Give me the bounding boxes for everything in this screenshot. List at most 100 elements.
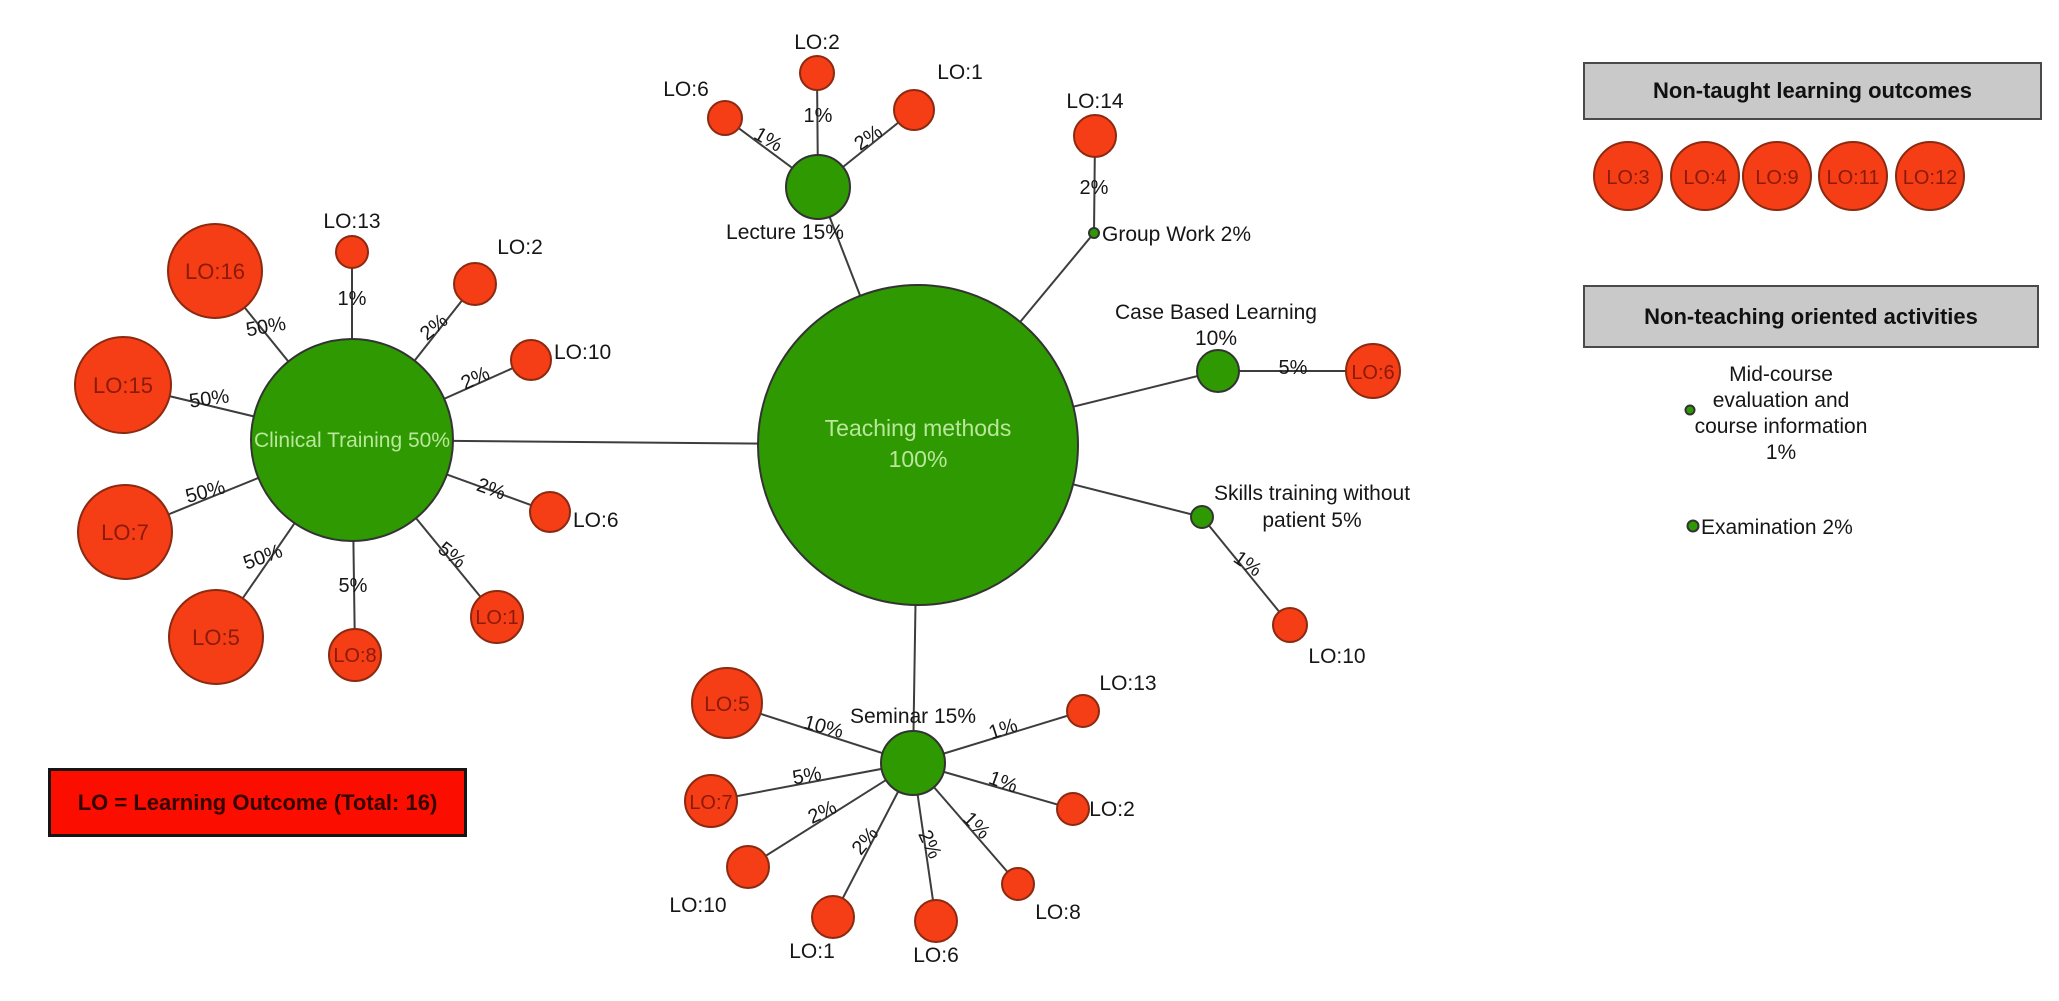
node-groupwork-circle <box>1088 227 1100 239</box>
node-se5-circle <box>691 667 763 739</box>
node-c8-circle <box>328 628 382 682</box>
label-midcourse-line3: 1% <box>1766 441 1796 464</box>
label-seminar: Seminar 15% <box>850 705 976 728</box>
node-c2-circle <box>453 262 497 306</box>
label-exam: Examination 2% <box>1701 516 1853 539</box>
label-se13: LO:13 <box>1099 672 1156 695</box>
label-c8: LO:8 <box>333 645 376 667</box>
edge-label-lecture-l2: 1% <box>804 105 833 127</box>
edge-label-groupwork-g14: 2% <box>1080 177 1109 199</box>
label-se1: LO:1 <box>789 940 835 963</box>
node-lo3-circle <box>1593 141 1663 211</box>
edge-label-clinical-c13: 1% <box>338 288 367 310</box>
label-casebased-line0: Case Based Learning <box>1115 301 1317 324</box>
node-casebased-circle <box>1196 349 1240 393</box>
label-se8: LO:8 <box>1035 901 1081 924</box>
label-se7: LO:7 <box>689 792 732 814</box>
edge-label-clinical-c2: 2% <box>416 310 452 346</box>
label-c10: LO:10 <box>554 341 611 364</box>
node-se1-circle <box>811 895 855 939</box>
label-lo4: LO:4 <box>1683 167 1726 189</box>
label-c16: LO:16 <box>185 259 245 284</box>
edge-label-seminar-se10: 2% <box>805 796 841 828</box>
node-se10-circle <box>726 845 770 889</box>
edge-label-lecture-l6: 1% <box>750 123 786 157</box>
node-l2-circle <box>799 55 835 91</box>
edge-label-seminar-se7: 5% <box>791 763 824 790</box>
node-cb6-circle <box>1345 343 1401 399</box>
node-c10-circle <box>510 339 552 381</box>
label-lecture: Lecture 15% <box>726 221 844 244</box>
node-lo12-circle <box>1895 141 1965 211</box>
label-groupwork: Group Work 2% <box>1102 223 1251 246</box>
label-cb6: LO:6 <box>1351 362 1394 384</box>
label-c15: LO:15 <box>93 373 153 398</box>
edge-label-clinical-c6: 2% <box>474 474 509 505</box>
label-skills-line0: Skills training without <box>1214 482 1410 505</box>
edge-label-clinical-c1: 5% <box>434 538 470 573</box>
node-c16-circle <box>167 223 263 319</box>
label-lo12: LO:12 <box>1903 167 1957 189</box>
label-se5: LO:5 <box>704 693 750 716</box>
label-lo9: LO:9 <box>1755 167 1798 189</box>
label-skills-line1: patient 5% <box>1262 509 1361 532</box>
node-s10-circle <box>1272 607 1308 643</box>
node-midcourse-circle <box>1684 404 1696 416</box>
edge-label-skills-s10: 1% <box>1229 547 1265 582</box>
label-lo11: LO:11 <box>1827 167 1880 189</box>
edge-label-casebased-cb6: 5% <box>1279 357 1308 379</box>
node-seminar-circle <box>880 730 946 796</box>
node-lo4-circle <box>1670 141 1740 211</box>
node-c13-circle <box>335 235 369 269</box>
label-c5: LO:5 <box>192 625 240 650</box>
edge-label-seminar-se8: 1% <box>958 808 994 844</box>
edge-label-seminar-se13: 1% <box>986 714 1020 744</box>
edge-label-clinical-c16: 50% <box>244 313 287 342</box>
label-c2: LO:2 <box>497 236 543 259</box>
label-s10: LO:10 <box>1308 645 1365 668</box>
edge-label-seminar-se1: 2% <box>848 823 884 859</box>
label-casebased-line1: 10% <box>1195 327 1237 350</box>
label-se2: LO:2 <box>1089 798 1135 821</box>
node-teaching-circle <box>757 284 1079 606</box>
node-exam-circle <box>1686 519 1700 533</box>
non-taught-panel-title: Non-taught learning outcomes <box>1653 78 1972 103</box>
node-lecture-circle <box>785 154 851 220</box>
node-c15-circle <box>74 336 172 434</box>
edge-label-seminar-se5: 10% <box>801 711 846 743</box>
non-teaching-panel-header: Non-teaching oriented activities <box>1583 285 2039 348</box>
lo-legend-box: LO = Learning Outcome (Total: 16) <box>48 768 467 837</box>
label-teaching-line0: Teaching methods <box>825 415 1012 441</box>
label-l2: LO:2 <box>794 31 840 54</box>
label-clinical: Clinical Training 50% <box>254 429 450 452</box>
label-lo3: LO:3 <box>1606 167 1649 189</box>
non-taught-panel-header: Non-taught learning outcomes <box>1583 62 2042 120</box>
node-l6-circle <box>707 100 743 136</box>
label-teaching-line1: 100% <box>889 446 948 472</box>
edge-seminar-se7 <box>710 762 914 802</box>
edge-label-clinical-c7: 50% <box>183 476 228 508</box>
node-c6-circle <box>529 491 571 533</box>
edge-label-seminar-se6: 2% <box>913 827 945 863</box>
label-se10: LO:10 <box>669 894 726 917</box>
node-l1-circle <box>893 89 935 131</box>
label-midcourse-line1: evaluation and <box>1713 389 1850 412</box>
node-se13-circle <box>1066 694 1100 728</box>
edge-label-clinical-c8: 5% <box>339 575 368 597</box>
node-clinical-circle <box>250 338 454 542</box>
node-lo9-circle <box>1742 141 1812 211</box>
label-se6: LO:6 <box>913 944 959 967</box>
label-c7: LO:7 <box>101 520 149 545</box>
lo-legend-text: LO = Learning Outcome (Total: 16) <box>77 789 438 815</box>
node-g14-circle <box>1073 114 1117 158</box>
edge-skills-s10 <box>1201 516 1291 626</box>
label-midcourse-line0: Mid-course <box>1729 363 1833 386</box>
node-skills-circle <box>1190 505 1214 529</box>
non-teaching-panel-title: Non-teaching oriented activities <box>1644 303 1978 329</box>
label-c6: LO:6 <box>573 509 619 532</box>
node-se6-circle <box>914 899 958 943</box>
edge-label-lecture-l1: 2% <box>850 121 886 156</box>
label-l6: LO:6 <box>663 78 709 101</box>
